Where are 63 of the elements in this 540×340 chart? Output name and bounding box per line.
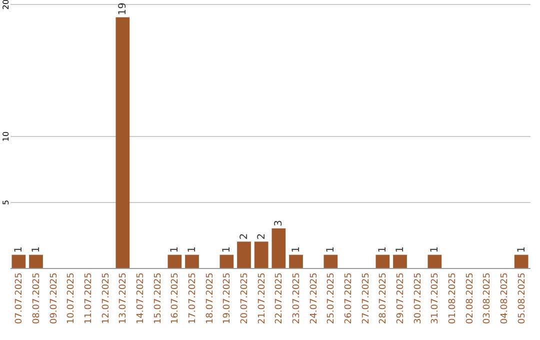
- bar: [376, 254, 390, 268]
- bar: [237, 242, 251, 268]
- bar: [393, 254, 407, 268]
- x-tick-label: 29.07.2025: [396, 272, 406, 324]
- data-label: 1: [14, 246, 25, 253]
- bar: [324, 254, 338, 268]
- x-tick-label: 18.07.2025: [205, 272, 216, 324]
- x-tick-label: 22.07.2025: [274, 272, 285, 324]
- data-label: 1: [395, 246, 406, 253]
- data-label: 3: [274, 220, 285, 226]
- bar: [289, 254, 303, 268]
- x-tick-label: 08.07.2025: [32, 272, 42, 324]
- x-tick-label: 31.07.2025: [430, 272, 441, 324]
- x-tick-label: 21.07.2025: [257, 272, 268, 324]
- bar: [29, 254, 43, 268]
- x-tick-label: 28.07.2025: [378, 272, 389, 324]
- data-label: 1: [170, 246, 181, 253]
- x-tick-label: 01.08.2025: [448, 272, 458, 324]
- bar: [12, 254, 26, 268]
- data-label: 1: [326, 246, 337, 253]
- x-tick-label: 27.07.2025: [361, 272, 372, 324]
- bar: [514, 254, 528, 268]
- x-tick-label: 13.07.2025: [118, 272, 129, 324]
- data-label: 2: [239, 233, 250, 240]
- x-tick-label: 03.08.2025: [482, 272, 493, 324]
- x-tick-label: 04.08.2025: [500, 272, 510, 324]
- x-tick-label: 11.07.2025: [84, 272, 94, 324]
- x-tick-label: 14.07.2025: [136, 272, 146, 324]
- x-tick-label: 02.08.2025: [465, 272, 476, 324]
- x-tick-label: 12.07.2025: [101, 272, 112, 324]
- bar: [168, 254, 182, 268]
- data-label: 2: [256, 233, 268, 240]
- data-label: 1: [516, 246, 528, 253]
- bar: [185, 254, 199, 268]
- data-label: 1: [187, 246, 198, 253]
- bar: [254, 242, 268, 268]
- bar: [220, 254, 234, 268]
- data-label: 1: [31, 246, 42, 253]
- bar: [428, 254, 442, 268]
- x-tick-label: 16.07.2025: [170, 272, 181, 324]
- x-tick-label: 25.07.2025: [326, 272, 337, 324]
- y-tick-label: 5: [2, 200, 10, 206]
- x-tick-label: 20.07.2025: [240, 272, 250, 324]
- x-tick-label: 26.07.2025: [344, 272, 354, 324]
- y-tick-label: 20: [2, 0, 10, 10]
- x-tick-label: 23.07.2025: [292, 272, 302, 324]
- x-tick-label: 09.07.2025: [49, 272, 60, 324]
- x-tick-label: 10.07.2025: [66, 272, 77, 324]
- bar: [272, 228, 286, 268]
- x-tick-label: 19.07.2025: [222, 272, 233, 324]
- x-tick-label: 30.07.2025: [413, 272, 424, 324]
- x-tick-label: 17.07.2025: [188, 272, 198, 324]
- x-tick-label: 24.07.2025: [309, 272, 320, 324]
- data-label: 19: [118, 2, 129, 16]
- y-tick-label: 10: [2, 131, 10, 142]
- x-tick-label: 05.08.2025: [517, 272, 528, 324]
- data-label: 1: [378, 246, 389, 253]
- x-tick-label: 07.07.2025: [14, 272, 25, 324]
- x-tick-label: 15.07.2025: [153, 272, 164, 324]
- data-label: 1: [291, 246, 302, 253]
- data-label: 1: [430, 246, 441, 253]
- bar: [116, 17, 130, 268]
- data-label: 1: [222, 246, 233, 253]
